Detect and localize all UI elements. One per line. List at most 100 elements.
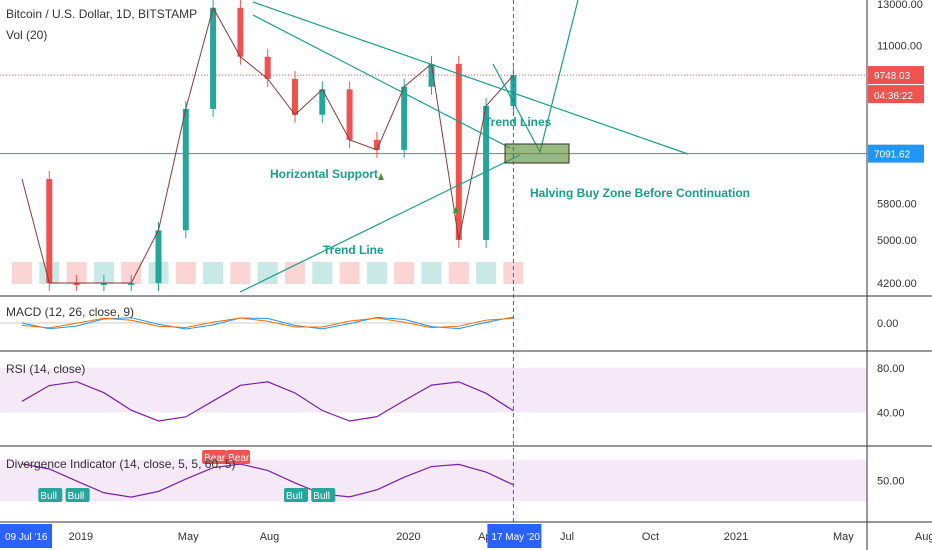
price-tick-label: 4200.00 [877,278,917,290]
time-tick-label: Aug [260,531,280,543]
countdown-tag [868,85,924,104]
trend-line-lower [239,154,521,293]
candle-body [455,63,462,240]
divergence-pane: Bull Bull Bear Bear Bull Bull [0,450,867,502]
volume-bar [175,262,196,284]
rsi-label: RSI (14, close) [6,362,85,376]
divergence-line [21,463,514,498]
price-tick-label: 5800.00 [877,198,917,210]
start-date-tag [0,524,52,548]
candle-body [264,56,271,79]
volume-bar [448,262,469,284]
bull-signal-label: Bull [313,491,330,502]
bull-signal-tag [284,488,308,502]
annotation-trend-line: Trend Line [323,243,384,257]
annotation-halving-zone: Halving Buy Zone Before Continuation [530,186,750,200]
candle-body [73,283,80,285]
halving-buy-zone [504,143,570,164]
macd-line [21,316,514,330]
macd-signal-line [21,317,514,329]
volume-bar [339,262,360,284]
time-tick-label: May [178,531,199,543]
macd-label: MACD (12, 26, close, 9) [6,305,134,319]
volume-bar [12,262,32,284]
support-marker [378,173,384,180]
candle-body [319,89,326,115]
volume-label: Vol (20) [6,28,47,42]
candle-body [155,230,162,283]
cursor-date-tag [487,524,542,548]
bull-signal-label: Bull [286,491,303,502]
time-tick-label: May [833,531,854,543]
bear-signal-tag [202,450,227,464]
volume-bar [66,262,87,284]
trend-line-mid [252,14,511,149]
candle-body [346,89,353,140]
bull-signal-tag [65,488,90,502]
bull-signal-label: Bull [68,491,85,502]
rsi-pane [0,367,867,422]
volume-bar [312,262,333,284]
divergence-label: Divergence Indicator (14, close, 5, 5, 6… [6,457,235,471]
candle-body [128,283,135,285]
time-tick-label: 2019 [69,531,93,543]
rsi-tick-label: 40.00 [877,407,905,419]
time-tick-label: 2020 [396,531,420,543]
bull-signal-tag [311,488,336,502]
bear-signal-label: Bear [228,453,250,464]
bull-signal-tag [38,488,63,502]
price-tick-label: 5000.00 [877,235,917,247]
candle-body [46,178,53,283]
rsi-tick-label: 80.00 [877,363,905,375]
volume-bar [394,262,415,284]
bull-signal-label: Bull [40,491,57,502]
trend-line-upper [252,1,689,155]
projection-path [492,0,579,154]
annotation-horizontal-support: Horizontal Support [270,167,378,181]
rsi-line [21,381,514,422]
bear-signal-label: Bear [204,453,226,464]
candle-body [100,283,107,285]
volume-bar [257,262,278,284]
candle-body [182,108,189,231]
chart-title: Bitcoin / U.S. Dollar, 1D, BITSTAMP [6,7,197,21]
candle-body [510,75,517,107]
volume-bar [476,262,497,284]
support-price-label: 7091.62 [874,150,911,161]
candle-body [428,63,435,87]
price-tick-label: 13000.00 [877,0,923,11]
volume-bar [421,262,442,284]
last-price-label: 9748.03 [874,71,911,82]
support-marker [453,206,459,213]
volume-bar [121,262,142,284]
cursor-date-label: 17 May '20 [491,532,540,543]
candle-body [401,86,408,150]
price-pane [0,0,867,293]
start-date-label: 09 Jul '16 [5,532,48,543]
macd-pane [0,316,514,330]
countdown-label: 04:36:22 [874,91,913,102]
candle-body [483,106,490,240]
time-tick-label: Oct [642,531,659,543]
candle-body [210,7,217,109]
volume-bar [93,262,114,284]
annotation-trend-lines: Trend Lines [484,115,552,129]
support-price-tag [868,144,924,163]
volume-bar [203,262,224,284]
last-price-tag [868,66,924,85]
bear-signal-tag [226,450,251,464]
volume-bar [366,262,387,284]
candle-body [237,7,244,57]
rsi-band [0,367,867,413]
time-tick-label: Jul [560,531,574,543]
time-tick-label: 2021 [724,531,748,543]
volume-bar [230,262,251,284]
candle-body [373,139,380,150]
time-tick-label: Aug [915,531,932,543]
candle-body [292,78,298,115]
macd-tick-label: 0.00 [877,318,898,330]
divergence-tick-label: 50.00 [877,476,905,488]
price-tick-label: 11000.00 [877,40,922,52]
